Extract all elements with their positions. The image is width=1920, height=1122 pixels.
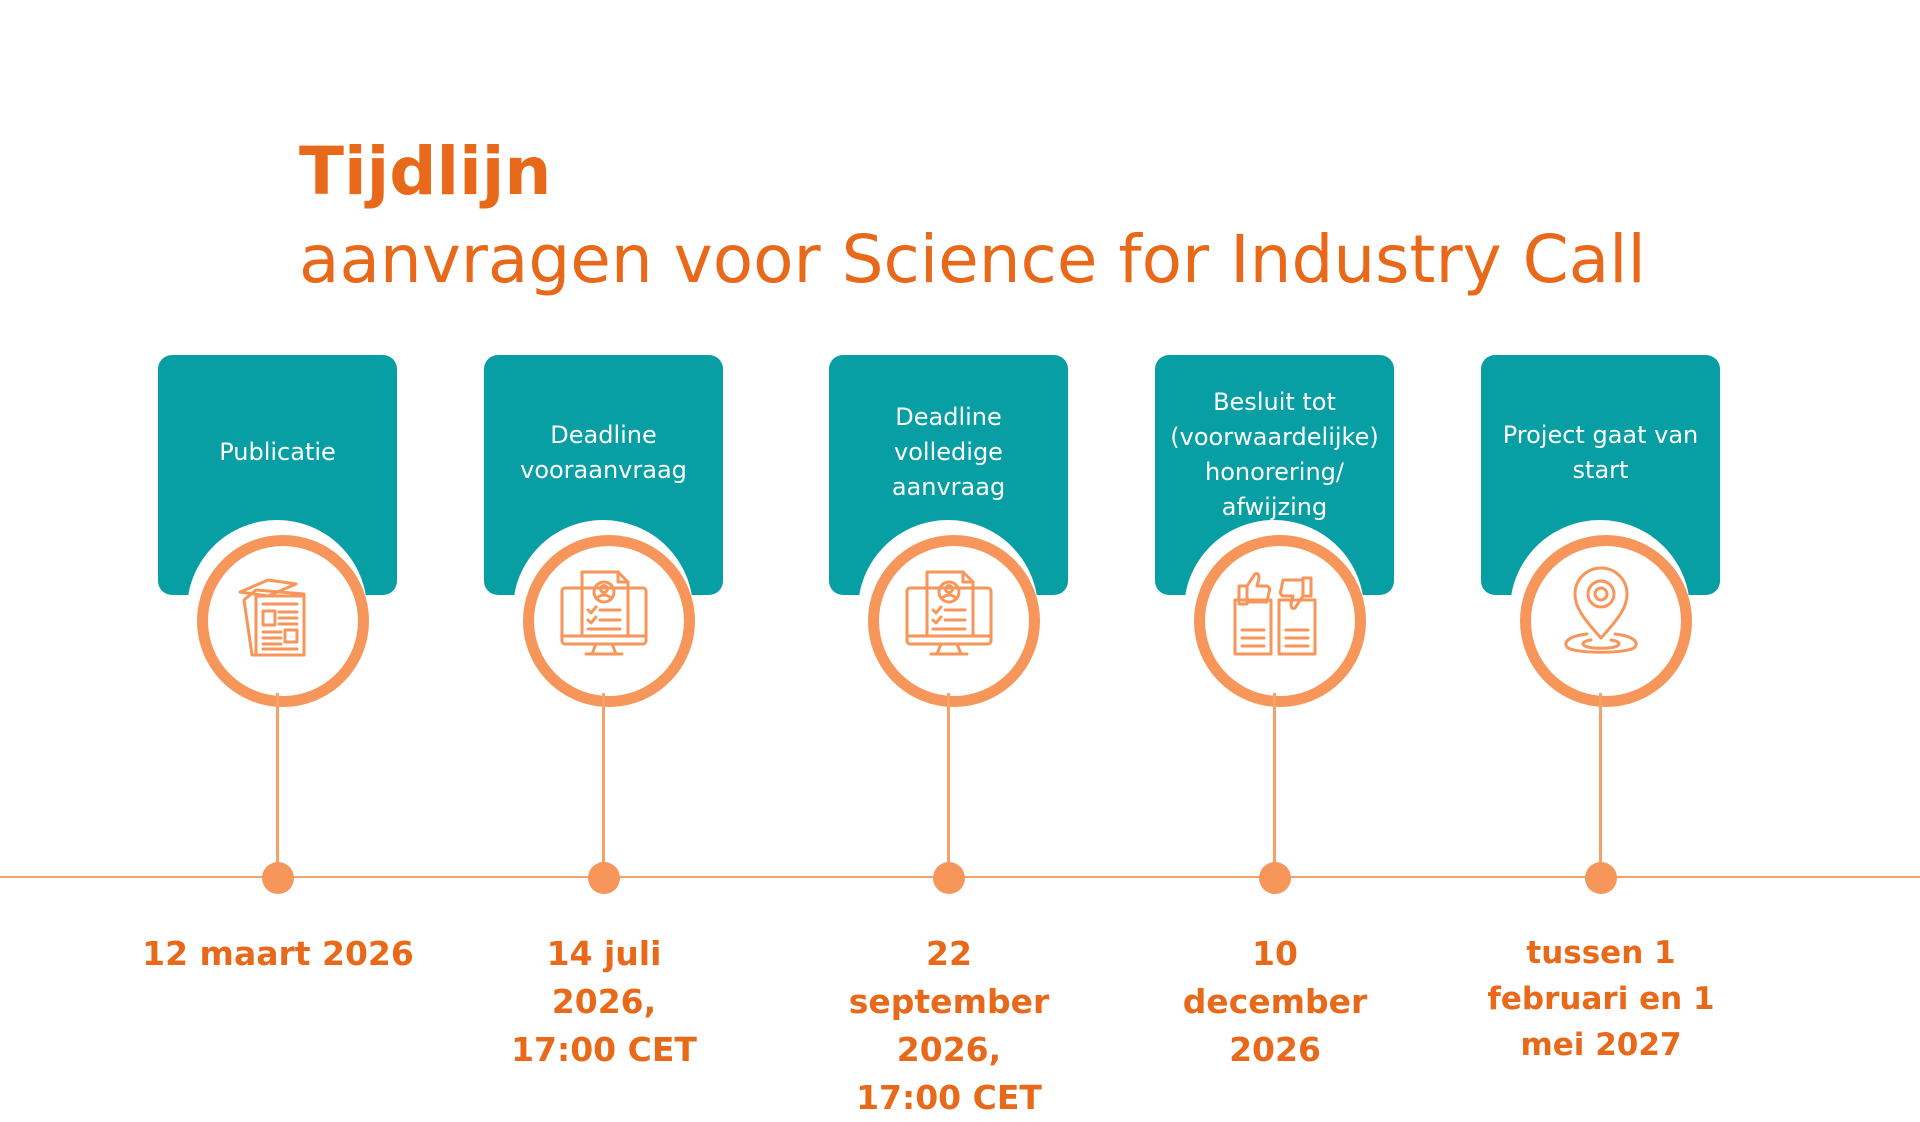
timeline-dot — [1585, 862, 1617, 894]
icon-ring — [197, 535, 369, 707]
timeline-stem — [276, 693, 279, 874]
timeline-dot — [933, 862, 965, 894]
step-date: 22 september 2026, 17:00 CET — [848, 934, 1050, 1117]
timeline-dot — [588, 862, 620, 894]
icon-ring — [1520, 535, 1692, 707]
step-date: 12 maart 2026 — [142, 934, 414, 973]
timeline-stem — [602, 693, 605, 874]
location-pin-icon — [1564, 566, 1638, 654]
online-application-icon — [905, 570, 993, 656]
timeline-stem — [1273, 693, 1276, 874]
newspaper-icon — [238, 578, 306, 657]
step-label: Besluit tot (voorwaardelijke) honorering… — [1170, 388, 1379, 521]
step-date: 10 december 2026 — [1182, 934, 1368, 1069]
step-label: Deadline vooraanvraag — [520, 420, 687, 484]
step-date: tussen 1 februari en 1 mei 2027 — [1487, 935, 1715, 1063]
timeline-stem — [1599, 693, 1602, 874]
online-application-icon — [560, 570, 648, 656]
page-title: Tijdlijn — [299, 133, 552, 210]
timeline-stem — [947, 693, 950, 874]
step-label: Publicatie — [219, 438, 336, 466]
step-label: Project gaat van start — [1502, 420, 1699, 484]
step-date: 14 juli 2026, 17:00 CET — [511, 934, 697, 1069]
page-subtitle: aanvragen voor Science for Industry Call — [299, 221, 1646, 298]
step-card: Deadline vooraanvraag — [484, 355, 723, 595]
step-label: Deadline volledige aanvraag — [891, 403, 1006, 501]
timeline-dot — [1259, 862, 1291, 894]
timeline-dot — [262, 862, 294, 894]
thumbs-up-down-icon — [1233, 572, 1317, 656]
